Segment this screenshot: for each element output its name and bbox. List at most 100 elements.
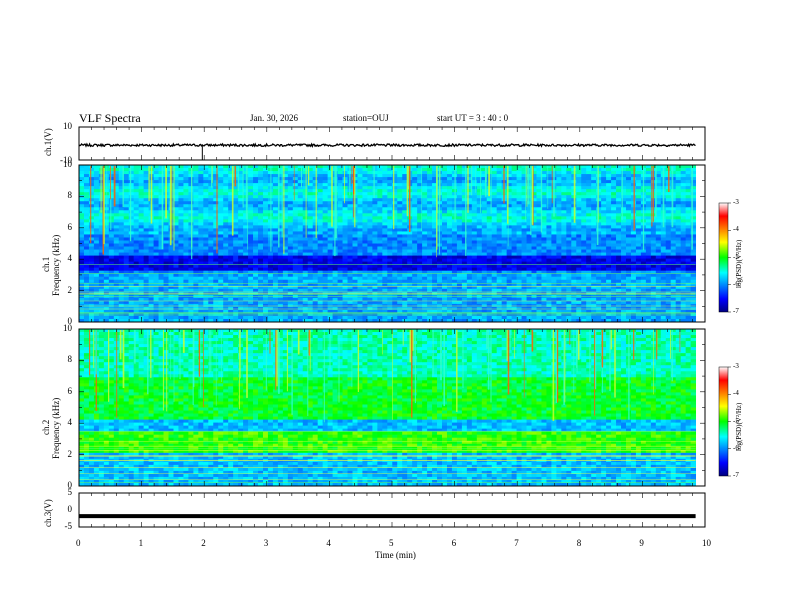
spectrogram-cell xyxy=(486,213,493,217)
spectrogram-cell xyxy=(412,315,418,320)
spectrogram-cell xyxy=(506,267,513,272)
spectrogram-cell xyxy=(208,237,214,241)
spectrogram-cell xyxy=(108,222,115,226)
spectrogram-cell xyxy=(203,255,209,259)
spectrogram-cell xyxy=(277,225,284,229)
spectrogram-cell xyxy=(466,315,473,320)
spectrogram-cell xyxy=(417,192,423,196)
spectrogram-cell xyxy=(243,177,249,181)
spectrogram-cell xyxy=(133,171,140,175)
spectrogram-cell xyxy=(258,234,264,238)
spectrogram-cell xyxy=(347,252,353,256)
spectrogram-cell xyxy=(481,207,488,211)
spectrogram-cell xyxy=(203,234,209,238)
spectrogram-cell xyxy=(148,288,154,293)
spectrogram-cell xyxy=(163,306,169,311)
spectrogram-cell xyxy=(367,252,373,256)
spectrogram-cell xyxy=(277,264,284,269)
spectrogram-cell xyxy=(238,261,244,266)
spectrogram-cell xyxy=(456,276,463,281)
spectrogram-cell xyxy=(213,288,219,293)
spectrogram-cell xyxy=(118,231,125,235)
spectrogram-cell xyxy=(292,288,299,293)
spectrogram-cell xyxy=(511,207,517,211)
spectrogram-cell xyxy=(118,210,125,214)
spectrogram-cell xyxy=(79,297,85,302)
spectrogram-cell xyxy=(297,219,304,223)
spectrogram-cell xyxy=(292,243,299,247)
spectrogram-cell xyxy=(183,231,189,235)
spectrogram-cell xyxy=(476,306,483,311)
spectrogram-cell xyxy=(417,273,423,278)
spectrogram-cell xyxy=(228,219,234,223)
spectrogram-cell xyxy=(153,267,159,272)
spectrogram-cell xyxy=(516,285,522,290)
spectrogram-cell xyxy=(347,270,353,275)
spectrogram-cell xyxy=(432,180,438,184)
spectrogram-cell xyxy=(387,318,393,323)
spectrogram-cell xyxy=(407,273,413,278)
spectrogram-cell xyxy=(98,297,105,302)
spectrogram-cell xyxy=(302,264,309,269)
spectrogram-cell xyxy=(491,198,498,202)
spectrogram-cell xyxy=(417,255,423,259)
spectrogram-cell xyxy=(218,192,224,196)
spectrogram-cell xyxy=(377,165,383,169)
spectrogram-cell xyxy=(476,258,483,263)
spectrogram-cell xyxy=(422,276,428,281)
spectrogram-cell xyxy=(417,261,423,266)
spectrogram-cell xyxy=(357,231,363,235)
spectrogram-cell xyxy=(501,288,508,293)
spectrogram-cell xyxy=(133,318,140,323)
spectrogram-cell xyxy=(486,195,493,199)
spectrogram-cell xyxy=(118,243,125,247)
spectrogram-cell xyxy=(153,297,159,302)
spectrogram-cell xyxy=(287,243,294,247)
spectrogram-cell xyxy=(466,216,473,220)
spectrogram-cell xyxy=(427,189,433,193)
spectrogram-cell xyxy=(481,237,488,241)
spectrogram-cell xyxy=(93,183,100,187)
spectrogram-cell xyxy=(243,183,249,187)
spectrogram-cell xyxy=(362,222,368,226)
spectrogram-cell xyxy=(387,270,393,275)
spectrogram-cell xyxy=(446,267,453,272)
spectrogram-cell xyxy=(456,270,463,275)
spectrogram-cell xyxy=(208,216,214,220)
spectrogram-cell xyxy=(362,234,368,238)
spectrogram-cell xyxy=(387,297,393,302)
spectrogram-cell xyxy=(113,210,120,214)
spectrogram-cell xyxy=(307,282,314,287)
spectrogram-cell xyxy=(138,270,145,275)
spectrogram-cell xyxy=(422,189,428,193)
spectrogram-cell xyxy=(103,252,110,256)
spectrogram-cell xyxy=(362,246,368,250)
spectrogram-cell xyxy=(357,270,363,275)
spectrogram-cell xyxy=(133,261,140,266)
spectrogram-cell xyxy=(158,288,164,293)
spectrogram-cell xyxy=(143,177,150,181)
spectrogram-cell xyxy=(337,240,343,244)
spectrogram-cell xyxy=(327,216,333,220)
spectrogram-cell xyxy=(282,240,289,244)
spectrogram-cell xyxy=(377,285,383,290)
spectrogram-cell xyxy=(178,177,184,181)
spectrogram-cell xyxy=(248,222,254,226)
spectrogram-cell xyxy=(198,300,204,305)
spectrogram-cell xyxy=(108,198,115,202)
spectrogram-cell xyxy=(88,300,95,305)
spectrogram-cell xyxy=(238,318,244,323)
spectrogram-cell xyxy=(521,198,527,202)
spectrogram-cell xyxy=(531,243,537,247)
spectrogram-cell xyxy=(387,168,393,172)
spectrogram-cell xyxy=(173,219,179,223)
spectrogram-cell xyxy=(282,234,289,238)
spectrogram-cell xyxy=(516,168,522,172)
spectrogram-cell xyxy=(456,186,463,190)
spectrogram-cell xyxy=(143,168,150,172)
spectrogram-cell xyxy=(128,186,135,190)
spectrogram-cell xyxy=(417,234,423,238)
spectrogram-cell xyxy=(83,237,90,241)
spectrogram-cell xyxy=(258,231,264,235)
spectrogram-cell xyxy=(397,264,403,269)
